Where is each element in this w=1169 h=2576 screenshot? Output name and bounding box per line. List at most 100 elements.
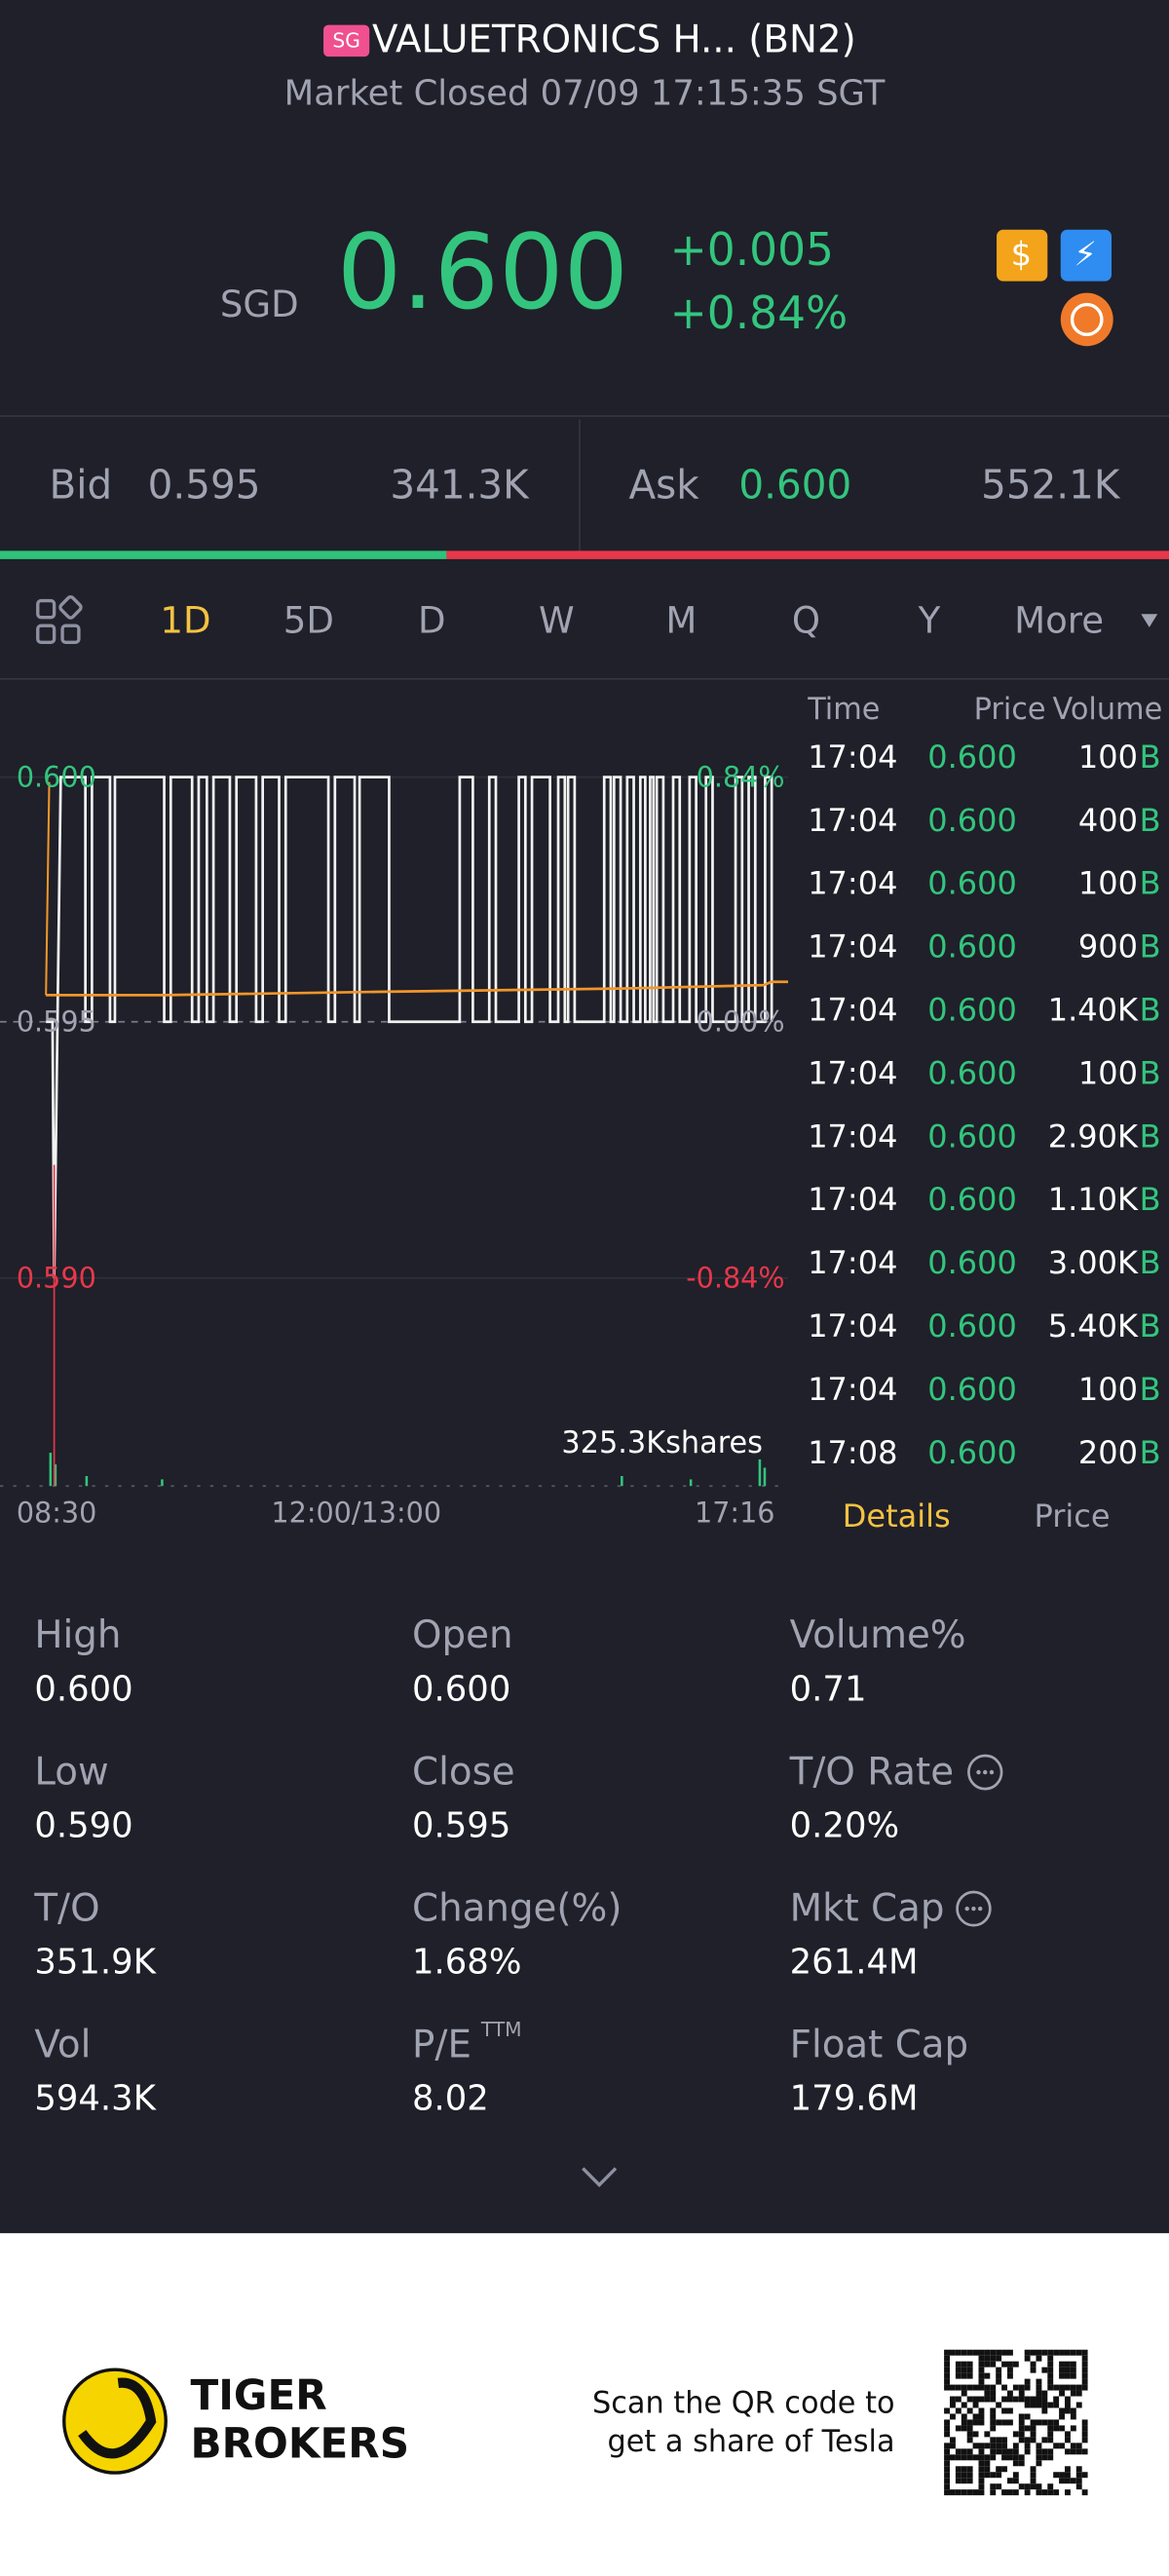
qr-cell [1006, 2367, 1013, 2373]
average-line [46, 980, 788, 997]
qr-cell [1081, 2378, 1088, 2385]
period-tab[interactable]: D [418, 598, 446, 641]
info-icon[interactable] [956, 1890, 992, 1927]
qr-cell [1012, 2443, 1019, 2449]
qr-cell [978, 2413, 985, 2420]
qr-cell [1059, 2443, 1065, 2449]
period-tab[interactable]: Y [918, 598, 941, 641]
qr-cell [950, 2413, 956, 2420]
qr-cell [990, 2489, 997, 2496]
qr-cell [990, 2413, 997, 2420]
volume-bar [763, 1467, 767, 1487]
qr-cell [1053, 2472, 1060, 2479]
qr-cell [966, 2489, 973, 2496]
qr-cell [1024, 2384, 1031, 2391]
qr-cell [1070, 2425, 1076, 2432]
period-tab[interactable]: More [1014, 598, 1104, 641]
qr-cell [1081, 2372, 1088, 2379]
qr-cell [1075, 2390, 1082, 2397]
qr-cell [978, 2472, 985, 2479]
period-tab[interactable]: M [665, 598, 697, 641]
qr-cell [961, 2390, 967, 2397]
period-tab[interactable]: 1D [160, 598, 210, 641]
qr-cell [990, 2396, 997, 2403]
trade-side: B [1140, 1118, 1161, 1155]
expand-chevron[interactable] [582, 2167, 618, 2188]
trades-tab[interactable]: Price [1035, 1497, 1111, 1534]
qr-cell [1006, 2349, 1013, 2356]
ask-price: 0.600 [738, 461, 851, 508]
qr-cell [961, 2349, 967, 2356]
qr-cell [972, 2349, 979, 2356]
qr-cell [1001, 2448, 1007, 2455]
qr-cell [1012, 2361, 1019, 2368]
trades-tab[interactable]: Details [843, 1497, 951, 1534]
qr-cell [1070, 2407, 1076, 2414]
qr-cell [1024, 2443, 1031, 2449]
qr-cell [1036, 2454, 1042, 2461]
info-icon[interactable] [967, 1754, 1003, 1791]
qr-cell [996, 2372, 1002, 2379]
trade-price: 0.600 [927, 1307, 1017, 1345]
qr-cell [961, 2361, 967, 2368]
qr-cell [1012, 2478, 1019, 2484]
qr-cell [1047, 2483, 1054, 2490]
trade-time: 17:04 [808, 1371, 897, 1408]
qr-cell [984, 2390, 991, 2397]
qr-cell [1081, 2355, 1088, 2362]
qr-cell [1018, 2384, 1025, 2391]
bid-bar [0, 550, 447, 559]
qr-cell [1070, 2349, 1076, 2356]
trade-time: 17:04 [808, 802, 897, 839]
promo: Scan the QR code to [592, 2386, 895, 2420]
period-tab[interactable]: Q [792, 598, 820, 641]
price-change-pct: +0.84% [670, 286, 848, 339]
trade-time: 17:04 [808, 1181, 897, 1218]
icons[interactable]: $ ⚡ [997, 229, 1113, 347]
qr-cell [966, 2472, 973, 2479]
trade-side: B [1140, 1054, 1161, 1091]
qr-cell [966, 2367, 973, 2373]
qr-cell [1018, 2425, 1025, 2432]
qr-cell [984, 2443, 991, 2449]
qr-cell [978, 2355, 985, 2362]
market-status: Market Closed 07/09 17:15:35 SGT [284, 73, 886, 113]
qr-cell [961, 2419, 967, 2426]
qr-cell [984, 2355, 991, 2362]
qr-cell [1024, 2349, 1031, 2356]
qr-cell [1070, 2413, 1076, 2420]
qr-cell [1006, 2407, 1013, 2414]
qr-cell [1041, 2454, 1048, 2461]
qr-cell [1036, 2349, 1042, 2356]
qr-cell [961, 2425, 967, 2432]
price-change: +0.005 [670, 223, 834, 276]
qr-cell [1064, 2489, 1071, 2496]
volume-bar [689, 1479, 693, 1487]
trade-time: 17:08 [808, 1434, 897, 1471]
qr-cell [1012, 2448, 1019, 2455]
qr-cell [1030, 2472, 1037, 2479]
period-tab[interactable]: W [539, 598, 575, 641]
qr-cell [1070, 2448, 1076, 2455]
qr-cell [984, 2361, 991, 2368]
chart-type-icon[interactable] [36, 595, 83, 644]
qr-cell [984, 2460, 991, 2467]
qr-cell [1018, 2460, 1025, 2467]
qr-cell [990, 2361, 997, 2368]
qr-cell [1030, 2419, 1037, 2426]
trade-price: 0.600 [927, 928, 1017, 965]
stat-value: 0.600 [412, 1669, 510, 1709]
trade-time: 17:04 [808, 865, 897, 902]
promo: get a share of Tesla [607, 2425, 894, 2459]
qr-cell [1030, 2349, 1037, 2356]
qr-cell [961, 2472, 967, 2479]
qr-cell [996, 2443, 1002, 2449]
trade-volume: 200 [1078, 1434, 1138, 1471]
qr-cell [972, 2489, 979, 2496]
qr-cell [984, 2466, 991, 2473]
qr-cell [984, 2396, 991, 2403]
qr-cell [996, 2349, 1002, 2356]
period-tab[interactable]: 5D [283, 598, 334, 641]
